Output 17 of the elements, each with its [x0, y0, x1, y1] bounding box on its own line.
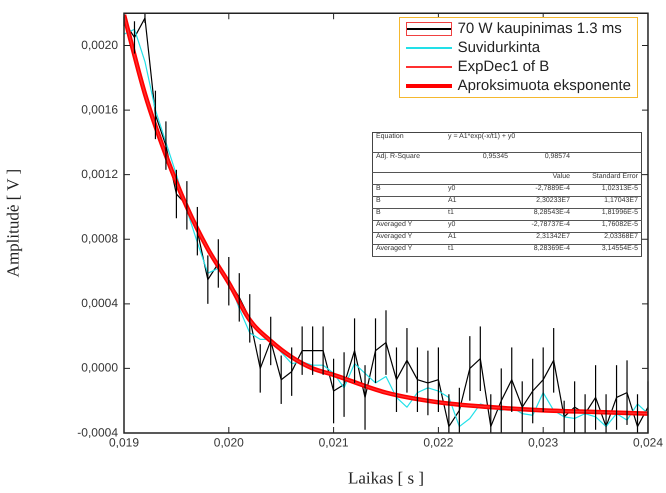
x-tick-label: 0,022 [423, 436, 454, 450]
x-tick-label: 0,024 [632, 436, 664, 450]
y-tick-label: 0,0004 [81, 296, 118, 310]
x-tick-label: 0,023 [528, 436, 559, 450]
x-tick-label: 0,020 [214, 436, 244, 450]
y-tick-label: 0,0008 [81, 232, 118, 246]
y-tick-label: 0,0016 [81, 102, 118, 116]
legend-label: Suvidurkinta [458, 38, 540, 57]
y-tick-label: 0,0020 [81, 38, 118, 52]
y-axis-title: Amplitudė [ V ] [4, 168, 23, 278]
x-tick-label: 0,021 [318, 436, 349, 450]
legend-label: Aproksimuota eksponente [458, 76, 631, 95]
x-axis-title: Laikas [ s ] [348, 468, 424, 488]
y-tick-label: 0,0012 [81, 166, 118, 181]
y-tick-label: 0,0000 [81, 360, 118, 375]
legend-label: 70 W kaupinimas 1.3 ms [458, 19, 622, 38]
legend-label: ExpDec1 of B [458, 57, 550, 76]
